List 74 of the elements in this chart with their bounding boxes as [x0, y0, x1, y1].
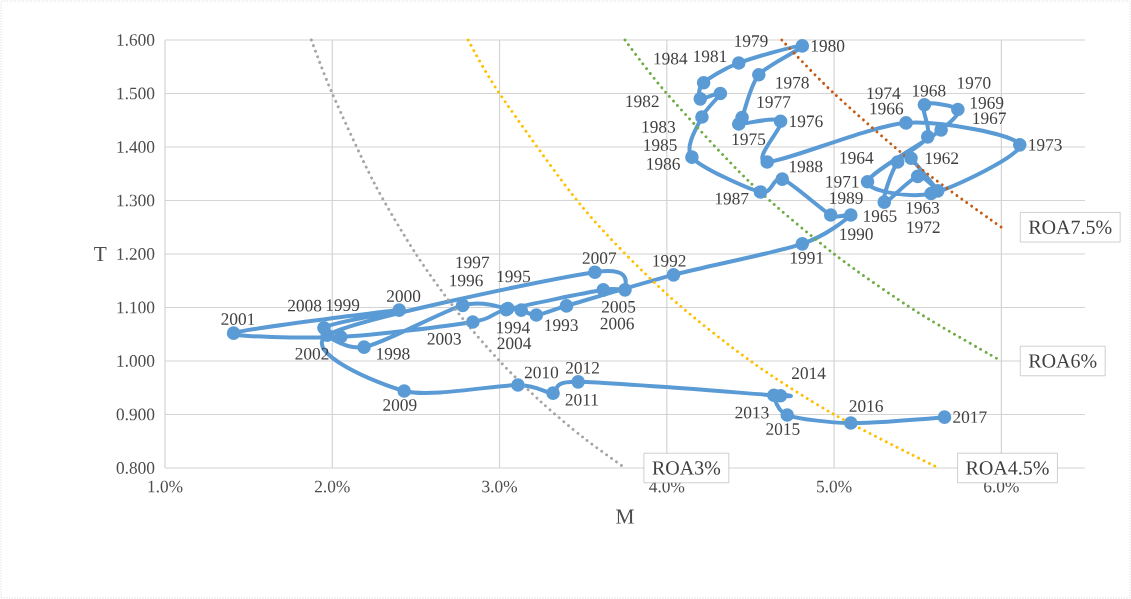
annotation: 2004	[497, 337, 532, 350]
annotation: 1966	[870, 102, 904, 115]
x-tick-label: 1.0%	[148, 480, 183, 493]
annotation: 1987	[715, 192, 749, 205]
annotation: 1979	[735, 35, 768, 47]
annotation: 1998	[377, 347, 410, 360]
annotation: 2009	[383, 399, 417, 411]
annotation: 1973	[1029, 139, 1062, 151]
x-tick-label: 3.0%	[482, 480, 518, 493]
y-tick-label: 0.800	[116, 462, 155, 474]
annotation: 1968	[913, 84, 946, 97]
annotation: 1984	[654, 52, 688, 65]
y-tick-label: 1.400	[117, 141, 155, 153]
x-tick-label: 2.0%	[314, 480, 350, 493]
annotation: 1978	[776, 76, 809, 89]
annotation: 2008	[288, 299, 322, 312]
annotation: 2012	[565, 361, 599, 374]
annotation: 1965	[864, 210, 897, 222]
annotation: 2005	[602, 300, 636, 313]
annotation: 2016	[849, 400, 883, 412]
annotation: 2000	[387, 290, 421, 302]
annotation: 1975	[732, 133, 766, 146]
annotation: 1977	[757, 96, 791, 108]
annotation: 1962	[925, 152, 959, 165]
annotation: 1972	[907, 221, 940, 234]
annotation: 2015	[766, 423, 800, 435]
annotation: 1996	[450, 274, 483, 287]
annotation: 1970	[958, 77, 991, 89]
annotation: 1985	[644, 139, 677, 151]
y-tick-label: 1.100	[117, 301, 155, 314]
annotation: 1969	[970, 97, 1004, 109]
annotation: 1986	[647, 158, 680, 170]
annotation: 1976	[790, 115, 823, 128]
annotation: 1963	[906, 201, 940, 214]
y-tick-label: 1.200	[117, 248, 155, 260]
y-axis-title: T	[94, 247, 107, 261]
x-axis-title: M	[616, 509, 634, 524]
annotation: 1990	[840, 228, 873, 241]
annotation: 1997	[456, 256, 490, 269]
series-label: ROA7.5%	[1028, 220, 1112, 235]
annotation: 1981	[694, 50, 727, 63]
y-tick-label: 1.600	[117, 34, 155, 46]
y-tick-label: 1.000	[117, 355, 155, 367]
annotation: 2011	[565, 393, 598, 406]
annotation: 2017	[953, 411, 987, 424]
annotation: 1993	[545, 319, 578, 331]
annotation: 1989	[830, 192, 863, 204]
y-tick-label: 1.300	[117, 194, 155, 207]
annotation: 2014	[792, 367, 826, 380]
annotation: 2013	[735, 406, 769, 419]
annotation: 2007	[582, 252, 617, 264]
annotation: 1992	[653, 255, 686, 267]
series-label: ROA3%	[652, 461, 721, 475]
annotation: 2001	[221, 313, 255, 325]
series-label: ROA4.5%	[966, 461, 1049, 475]
annotation: 2003	[427, 332, 461, 345]
y-tick-label: 1.500	[117, 87, 155, 100]
annotation: 1995	[497, 270, 531, 283]
x-tick-label: 5.0%	[817, 480, 852, 493]
annotation: 1991	[790, 252, 823, 264]
annotation: 1994	[497, 321, 530, 334]
annotation: 1980	[811, 40, 845, 52]
annotation: 1967	[973, 112, 1006, 125]
annotation: 1974	[867, 87, 901, 100]
annotation: 1982	[626, 95, 659, 108]
annotation: 2006	[600, 317, 634, 330]
y-tick-label: 0.900	[116, 408, 155, 421]
annotation: 1983	[642, 121, 676, 133]
annotation: 1964	[840, 152, 874, 164]
series-label: ROA6%	[1028, 354, 1097, 368]
annotation: 1999	[326, 299, 360, 311]
annotation: 1971	[826, 175, 859, 188]
annotation: 1988	[789, 160, 823, 173]
annotation: 2010	[524, 366, 559, 379]
